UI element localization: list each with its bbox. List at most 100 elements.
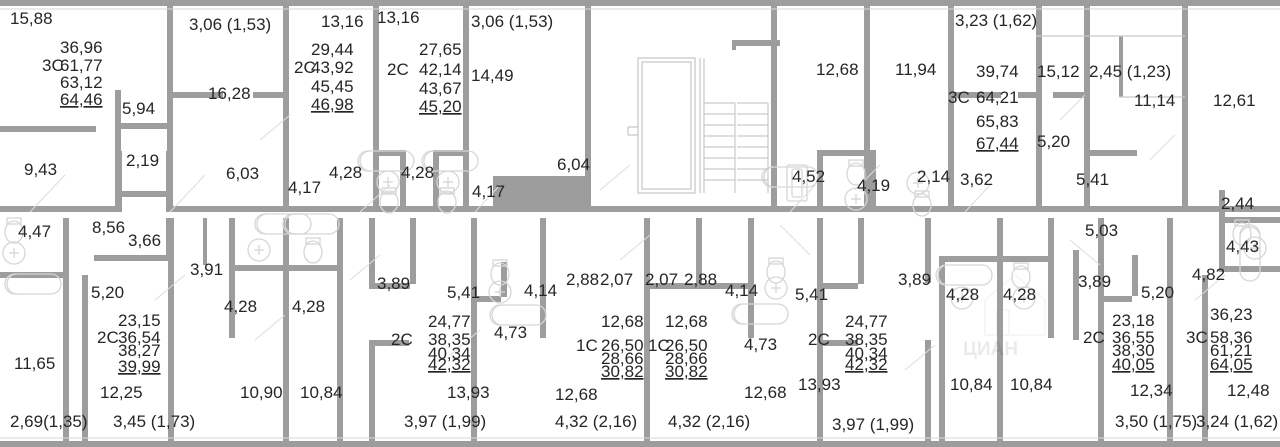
svg-text:64,21: 64,21	[976, 88, 1019, 107]
svg-text:29,44: 29,44	[311, 40, 354, 59]
svg-text:12,68: 12,68	[816, 60, 859, 79]
svg-text:3,62: 3,62	[960, 170, 993, 189]
svg-text:42,32: 42,32	[845, 355, 888, 374]
svg-text:9,43: 9,43	[24, 160, 57, 179]
svg-text:6,04: 6,04	[557, 155, 590, 174]
svg-text:5,41: 5,41	[1076, 170, 1109, 189]
svg-text:24,77: 24,77	[428, 312, 471, 331]
svg-text:5,94: 5,94	[122, 99, 155, 118]
svg-text:2C: 2C	[387, 60, 409, 79]
svg-text:13,16: 13,16	[377, 8, 420, 27]
svg-text:2,88: 2,88	[684, 270, 717, 289]
svg-text:13,93: 13,93	[447, 383, 490, 402]
svg-text:15,12: 15,12	[1037, 62, 1080, 81]
svg-text:10,84: 10,84	[300, 383, 343, 402]
svg-text:39,74: 39,74	[976, 62, 1019, 81]
svg-text:4,82: 4,82	[1192, 265, 1225, 284]
svg-text:30,82: 30,82	[601, 362, 644, 381]
svg-text:5,20: 5,20	[1037, 132, 1070, 151]
svg-text:2C: 2C	[97, 328, 119, 347]
svg-text:4,14: 4,14	[524, 281, 557, 300]
svg-text:43,92: 43,92	[311, 58, 354, 77]
svg-text:12,68: 12,68	[665, 312, 708, 331]
svg-text:16,28: 16,28	[208, 84, 251, 103]
svg-text:10,90: 10,90	[240, 383, 283, 402]
svg-text:1C: 1C	[576, 336, 598, 355]
svg-text:4,28: 4,28	[224, 297, 257, 316]
svg-text:2,07: 2,07	[645, 270, 678, 289]
svg-text:5,41: 5,41	[795, 285, 828, 304]
svg-text:5,03: 5,03	[1085, 221, 1118, 240]
svg-text:67,44: 67,44	[976, 134, 1019, 153]
svg-text:2,45 (1,23): 2,45 (1,23)	[1089, 62, 1171, 81]
svg-text:5,20: 5,20	[1141, 283, 1174, 302]
svg-text:45,20: 45,20	[419, 97, 462, 116]
svg-text:13,16: 13,16	[321, 12, 364, 31]
svg-text:12,34: 12,34	[1130, 381, 1173, 400]
svg-text:15,88: 15,88	[10, 9, 53, 28]
svg-text:4,28: 4,28	[329, 163, 362, 182]
svg-text:4,28: 4,28	[1003, 285, 1036, 304]
svg-text:12,61: 12,61	[1213, 91, 1256, 110]
svg-text:42,14: 42,14	[419, 60, 462, 79]
svg-text:4,73: 4,73	[494, 323, 527, 342]
svg-text:12,68: 12,68	[555, 385, 598, 404]
svg-text:5,20: 5,20	[91, 283, 124, 302]
svg-text:46,98: 46,98	[311, 95, 354, 114]
svg-text:10,84: 10,84	[950, 375, 993, 394]
svg-text:2C: 2C	[808, 330, 830, 349]
svg-text:12,25: 12,25	[100, 383, 143, 402]
svg-text:4,28: 4,28	[401, 163, 434, 182]
svg-text:4,28: 4,28	[292, 297, 325, 316]
svg-text:8,56: 8,56	[92, 218, 125, 237]
svg-text:3C: 3C	[1186, 328, 1208, 347]
svg-text:14,49: 14,49	[471, 66, 514, 85]
svg-text:3,91: 3,91	[190, 260, 223, 279]
svg-text:4,32 (2,16): 4,32 (2,16)	[555, 412, 637, 431]
svg-text:13,93: 13,93	[798, 375, 841, 394]
svg-text:11,14: 11,14	[1134, 91, 1175, 110]
svg-text:40,05: 40,05	[1112, 355, 1155, 374]
svg-text:12,48: 12,48	[1227, 381, 1270, 400]
svg-text:4,47: 4,47	[18, 222, 51, 241]
svg-text:3,06 (1,53): 3,06 (1,53)	[471, 12, 553, 31]
svg-text:3,97 (1,99): 3,97 (1,99)	[404, 412, 486, 431]
svg-text:4,52: 4,52	[792, 167, 825, 186]
svg-text:4,28: 4,28	[946, 285, 979, 304]
svg-text:3,06 (1,53): 3,06 (1,53)	[189, 15, 271, 34]
svg-text:43,67: 43,67	[419, 79, 462, 98]
svg-text:2,07: 2,07	[600, 270, 633, 289]
svg-text:42,32: 42,32	[428, 355, 471, 374]
svg-text:6,03: 6,03	[226, 164, 259, 183]
svg-text:2,19: 2,19	[126, 151, 159, 170]
svg-text:27,65: 27,65	[419, 40, 462, 59]
svg-text:64,05: 64,05	[1210, 355, 1253, 374]
svg-text:4,43: 4,43	[1226, 237, 1259, 256]
svg-text:24,77: 24,77	[845, 312, 888, 331]
svg-text:11,94: 11,94	[895, 60, 936, 79]
svg-text:12,68: 12,68	[744, 383, 787, 402]
svg-text:3C: 3C	[948, 88, 970, 107]
svg-text:36,23: 36,23	[1210, 305, 1253, 324]
svg-text:10,84: 10,84	[1010, 375, 1053, 394]
svg-text:65,83: 65,83	[976, 112, 1019, 131]
svg-text:12,68: 12,68	[601, 312, 644, 331]
svg-text:3,89: 3,89	[1078, 272, 1111, 291]
svg-text:4,14: 4,14	[725, 281, 758, 300]
svg-text:64,46: 64,46	[60, 90, 103, 109]
svg-text:3,50 (1,75): 3,50 (1,75)	[1115, 412, 1197, 431]
svg-text:2,44: 2,44	[1221, 194, 1254, 213]
svg-text:4,17: 4,17	[472, 182, 505, 201]
svg-text:39,99: 39,99	[118, 357, 161, 376]
svg-text:11,65: 11,65	[14, 354, 55, 373]
svg-text:ЦИАН: ЦИАН	[963, 339, 1018, 360]
svg-text:4,32 (2,16): 4,32 (2,16)	[668, 412, 750, 431]
svg-text:2,88: 2,88	[566, 270, 599, 289]
svg-text:45,45: 45,45	[311, 77, 354, 96]
svg-text:3,97 (1,99): 3,97 (1,99)	[832, 415, 914, 434]
svg-text:3,89: 3,89	[898, 270, 931, 289]
svg-text:2C: 2C	[391, 330, 413, 349]
svg-text:3,24 (1,62): 3,24 (1,62)	[1196, 412, 1278, 431]
svg-text:3,66: 3,66	[128, 231, 161, 250]
svg-text:36,96: 36,96	[60, 38, 103, 57]
